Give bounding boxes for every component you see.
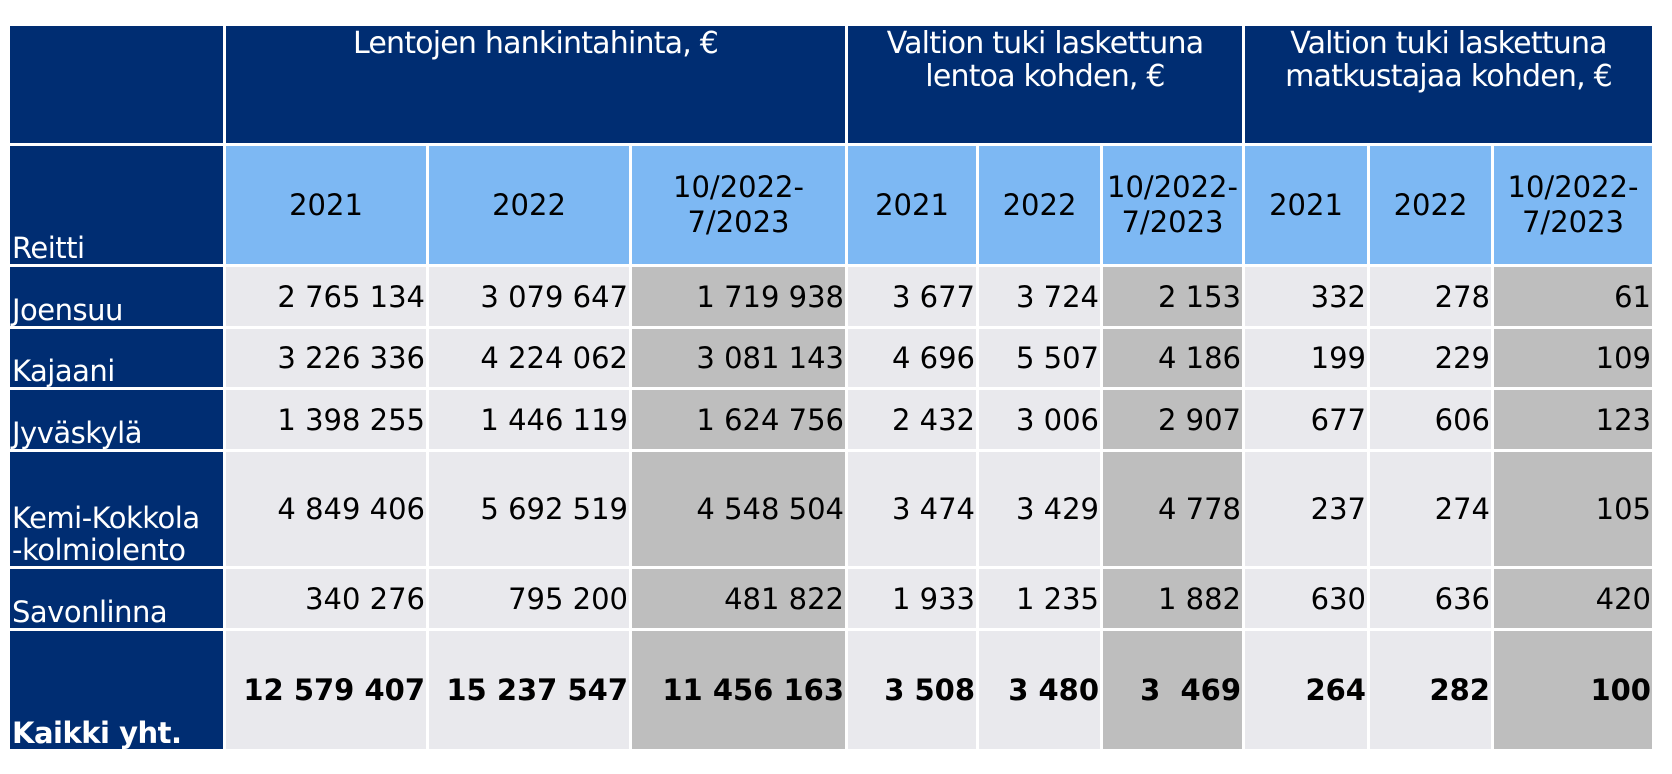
total-row-label: Kaikki yht. (10, 631, 223, 749)
corner-cell (10, 26, 223, 143)
period-header-g2-2: 2022 (979, 146, 1100, 264)
value-cell: 636 (1370, 569, 1491, 628)
value-cell: 340 276 (226, 569, 426, 628)
value-cell: 1 398 255 (226, 390, 426, 449)
route-label: Joensuu (10, 267, 223, 326)
value-cell: 2 153 (1103, 267, 1242, 326)
value-cell: 1 624 756 (632, 390, 845, 449)
period-header-g3-3: 10/2022- 7/2023 (1494, 146, 1652, 264)
value-cell: 5 692 519 (429, 452, 629, 566)
value-cell: 1 882 (1103, 569, 1242, 628)
period-header-g3-2: 2022 (1370, 146, 1491, 264)
group-header-1: Lentojen hankintahinta, € (226, 26, 845, 143)
value-cell: 2 765 134 (226, 267, 426, 326)
period-header-g1-2: 2022 (429, 146, 629, 264)
value-cell: 4 696 (848, 329, 976, 387)
value-cell: 109 (1494, 329, 1652, 387)
value-cell: 795 200 (429, 569, 629, 628)
value-cell: 677 (1245, 390, 1367, 449)
value-cell: 3 429 (979, 452, 1100, 566)
value-cell: 2 432 (848, 390, 976, 449)
value-cell: 606 (1370, 390, 1491, 449)
route-label: Jyväskylä (10, 390, 223, 449)
value-cell: 1 446 119 (429, 390, 629, 449)
value-cell: 630 (1245, 569, 1367, 628)
value-cell: 123 (1494, 390, 1652, 449)
group-header-3: Valtion tuki laskettuna matkustajaa kohd… (1245, 26, 1652, 143)
period-header-g1-3: 10/2022- 7/2023 (632, 146, 845, 264)
value-cell: 229 (1370, 329, 1491, 387)
total-value-cell: 100 (1494, 631, 1652, 749)
value-cell: 61 (1494, 267, 1652, 326)
value-cell: 278 (1370, 267, 1491, 326)
value-cell: 274 (1370, 452, 1491, 566)
total-value-cell: 264 (1245, 631, 1367, 749)
value-cell: 237 (1245, 452, 1367, 566)
value-cell: 4 778 (1103, 452, 1242, 566)
total-value-cell: 3 480 (979, 631, 1100, 749)
period-header-g2-3: 10/2022- 7/2023 (1103, 146, 1242, 264)
value-cell: 481 822 (632, 569, 845, 628)
value-cell: 332 (1245, 267, 1367, 326)
value-cell: 1 719 938 (632, 267, 845, 326)
value-cell: 420 (1494, 569, 1652, 628)
total-value-cell: 3 508 (848, 631, 976, 749)
total-value-cell: 3 469 (1103, 631, 1242, 749)
period-header-g2-1: 2021 (848, 146, 976, 264)
value-cell: 1 933 (848, 569, 976, 628)
value-cell: 3 081 143 (632, 329, 845, 387)
period-header-g3-1: 2021 (1245, 146, 1367, 264)
value-cell: 3 226 336 (226, 329, 426, 387)
route-label: Savonlinna (10, 569, 223, 628)
routes-support-table: Lentojen hankintahinta, € Valtion tuki l… (10, 26, 1652, 749)
value-cell: 2 907 (1103, 390, 1242, 449)
value-cell: 3 474 (848, 452, 976, 566)
total-value-cell: 12 579 407 (226, 631, 426, 749)
total-value-cell: 11 456 163 (632, 631, 845, 749)
value-cell: 3 677 (848, 267, 976, 326)
route-label: Kajaani (10, 329, 223, 387)
route-label: Kemi-Kokkola -kolmiolento (10, 452, 223, 566)
value-cell: 4 548 504 (632, 452, 845, 566)
value-cell: 4 849 406 (226, 452, 426, 566)
period-header-g1-1: 2021 (226, 146, 426, 264)
value-cell: 4 224 062 (429, 329, 629, 387)
value-cell: 5 507 (979, 329, 1100, 387)
value-cell: 1 235 (979, 569, 1100, 628)
group-header-2: Valtion tuki laskettuna lentoa kohden, € (848, 26, 1242, 143)
value-cell: 3 724 (979, 267, 1100, 326)
value-cell: 3 006 (979, 390, 1100, 449)
value-cell: 199 (1245, 329, 1367, 387)
total-value-cell: 282 (1370, 631, 1491, 749)
total-value-cell: 15 237 547 (429, 631, 629, 749)
value-cell: 105 (1494, 452, 1652, 566)
value-cell: 4 186 (1103, 329, 1242, 387)
row-header-label: Reitti (10, 146, 223, 264)
value-cell: 3 079 647 (429, 267, 629, 326)
